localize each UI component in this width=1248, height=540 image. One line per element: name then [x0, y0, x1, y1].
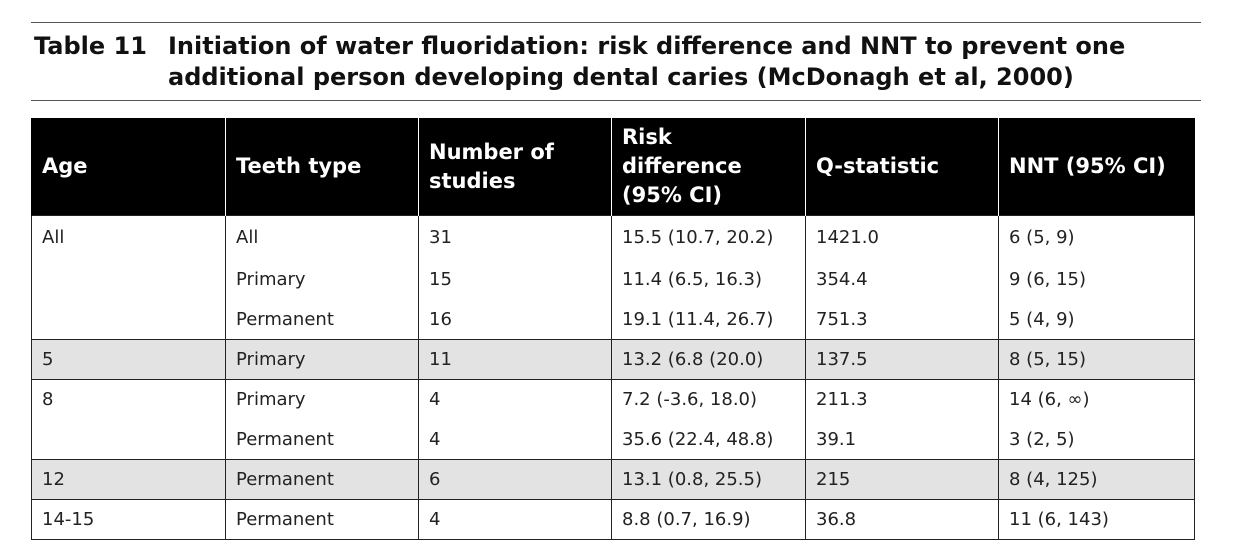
cell-number-of-studies: 15 [418, 259, 612, 300]
cell-nnt: 8 (4, 125) [998, 459, 1195, 500]
cell-risk-difference: 7.2 (-3.6, 18.0) [611, 379, 806, 420]
cell-number-of-studies: 16 [418, 299, 612, 340]
cell-risk-difference: 11.4 (6.5, 16.3) [611, 259, 806, 300]
header-teeth-type: Teeth type [225, 118, 419, 216]
header-row: Age Teeth type Number of studies Risk di… [31, 118, 1195, 216]
table-row: 12 Permanent 6 13.1 (0.8, 25.5) 215 8 (4… [31, 459, 1195, 500]
cell-age: 5 [31, 339, 226, 380]
table-label: Table 11 [34, 32, 147, 60]
cell-age: 12 [31, 459, 226, 500]
table-title: Initiation of water fluoridation: risk d… [168, 32, 1126, 91]
cell-nnt: 6 (5, 9) [998, 215, 1195, 260]
cell-age [31, 419, 226, 460]
cell-teeth-type: All [225, 215, 419, 260]
cell-teeth-type: Primary [225, 379, 419, 420]
cell-q-statistic: 39.1 [805, 419, 999, 460]
cell-number-of-studies: 6 [418, 459, 612, 500]
cell-number-of-studies: 4 [418, 379, 612, 420]
table-row: All All 31 15.5 (10.7, 20.2) 1421.0 6 (5… [31, 215, 1195, 260]
cell-nnt: 8 (5, 15) [998, 339, 1195, 380]
table-row: Primary 15 11.4 (6.5, 16.3) 354.4 9 (6, … [31, 259, 1195, 300]
cell-risk-difference: 19.1 (11.4, 26.7) [611, 299, 806, 340]
cell-teeth-type: Permanent [225, 419, 419, 460]
cell-age: 8 [31, 379, 226, 420]
cell-number-of-studies: 4 [418, 419, 612, 460]
cell-risk-difference: 15.5 (10.7, 20.2) [611, 215, 806, 260]
cell-teeth-type: Primary [225, 259, 419, 300]
cell-nnt: 9 (6, 15) [998, 259, 1195, 300]
cell-nnt: 3 (2, 5) [998, 419, 1195, 460]
header-nnt: NNT (95% CI) [998, 118, 1195, 216]
cell-teeth-type: Primary [225, 339, 419, 380]
cell-nnt: 11 (6, 143) [998, 499, 1195, 540]
header-risk-difference: Risk difference (95% CI) [611, 118, 806, 216]
cell-q-statistic: 1421.0 [805, 215, 999, 260]
cell-teeth-type: Permanent [225, 459, 419, 500]
cell-age: 14-15 [31, 499, 226, 540]
table-row: 5 Primary 11 13.2 (6.8 (20.0) 137.5 8 (5… [31, 339, 1195, 380]
table-row: Permanent 4 35.6 (22.4, 48.8) 39.1 3 (2,… [31, 419, 1195, 460]
table-row: 14-15 Permanent 4 8.8 (0.7, 16.9) 36.8 1… [31, 499, 1195, 540]
cell-number-of-studies: 31 [418, 215, 612, 260]
cell-number-of-studies: 11 [418, 339, 612, 380]
cell-nnt: 14 (6, ∞) [998, 379, 1195, 420]
top-rule [31, 22, 1201, 23]
cell-teeth-type: Permanent [225, 499, 419, 540]
table-row: 8 Primary 4 7.2 (-3.6, 18.0) 211.3 14 (6… [31, 379, 1195, 420]
caption-rule [31, 100, 1201, 101]
cell-age [31, 259, 226, 300]
cell-teeth-type: Permanent [225, 299, 419, 340]
cell-q-statistic: 751.3 [805, 299, 999, 340]
cell-risk-difference: 13.1 (0.8, 25.5) [611, 459, 806, 500]
cell-q-statistic: 137.5 [805, 339, 999, 380]
cell-age [31, 299, 226, 340]
fluoridation-table: Age Teeth type Number of studies Risk di… [31, 118, 1195, 540]
table-row: Permanent 16 19.1 (11.4, 26.7) 751.3 5 (… [31, 299, 1195, 340]
header-number-of-studies: Number of studies [418, 118, 612, 216]
cell-risk-difference: 35.6 (22.4, 48.8) [611, 419, 806, 460]
cell-nnt: 5 (4, 9) [998, 299, 1195, 340]
cell-risk-difference: 13.2 (6.8 (20.0) [611, 339, 806, 380]
cell-age: All [31, 215, 226, 260]
header-age: Age [31, 118, 226, 216]
cell-q-statistic: 211.3 [805, 379, 999, 420]
header-q-statistic: Q-statistic [805, 118, 999, 216]
cell-q-statistic: 354.4 [805, 259, 999, 300]
cell-q-statistic: 215 [805, 459, 999, 500]
cell-q-statistic: 36.8 [805, 499, 999, 540]
